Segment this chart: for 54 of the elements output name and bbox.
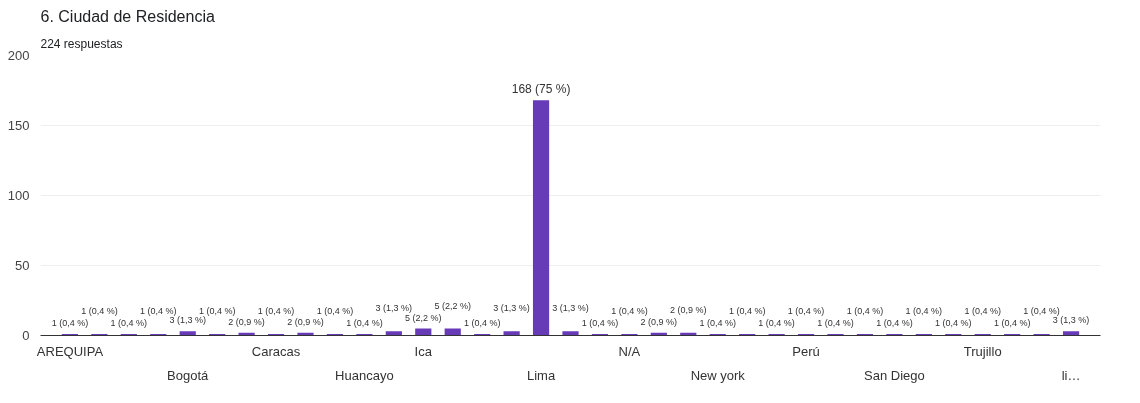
x-tick-label: Huancayo [335, 367, 394, 383]
data-label: 1 (0,4 %) [140, 306, 177, 317]
data-label: 1 (0,4 %) [198, 306, 236, 317]
data-label: 5 (2,2 %) [405, 312, 442, 323]
x-tick-label: Lima [526, 367, 556, 383]
data-label: 2 (0,9 %) [228, 316, 265, 327]
data-label: 1 (0,4 %) [257, 306, 295, 317]
x-tick-label: N/A [618, 343, 641, 359]
x-tick-label: li… [1061, 367, 1081, 383]
data-label: 1 (0,4 %) [581, 318, 619, 329]
data-label: 1 (0,4 %) [758, 318, 795, 329]
data-label: 2 (0,9 %) [640, 316, 678, 327]
data-label: 1 (0,4 %) [463, 318, 501, 329]
x-tick-label: Ica [414, 343, 433, 359]
y-tick-label: 200 [7, 48, 30, 63]
data-label: 1 (0,4 %) [346, 318, 383, 329]
chart-subtitle: 224 respuestas [40, 36, 123, 51]
y-tick-label: 100 [7, 188, 30, 203]
data-label: 1 (0,4 %) [81, 306, 118, 317]
y-tick-label: 50 [15, 258, 30, 273]
data-label: 3 (1,3 %) [1052, 315, 1090, 326]
data-label: 5 (2,2 %) [434, 300, 471, 311]
data-label: 1 (0,4 %) [964, 306, 1001, 317]
x-tick-label: Caracas [251, 343, 301, 359]
data-label: 2 (0,9 %) [287, 316, 324, 327]
data-label: 2 (0,9 %) [670, 304, 707, 315]
y-tick-label: 0 [22, 328, 30, 343]
data-label: 1 (0,4 %) [787, 306, 825, 317]
data-label: 1 (0,4 %) [993, 318, 1031, 329]
data-label: 1 (0,4 %) [876, 318, 913, 329]
data-label: 3 (1,3 %) [493, 303, 530, 314]
x-tick-label: San Diego [864, 367, 925, 383]
x-tick-label: Perú [792, 343, 820, 359]
x-tick-label: Trujillo [963, 343, 1002, 359]
data-label: 1 (0,4 %) [905, 306, 943, 317]
data-label: 1 (0,4 %) [611, 306, 648, 317]
data-label: 1 (0,4 %) [699, 318, 736, 329]
data-label: 3 (1,3 %) [552, 303, 589, 314]
data-label: 3 (1,3 %) [375, 303, 413, 314]
data-label: 168 (75 %) [511, 82, 571, 97]
x-tick-label: AREQUIPA [36, 343, 104, 359]
data-label: 1 (0,4 %) [728, 306, 766, 317]
data-label: 1 (0,4 %) [110, 318, 148, 329]
data-label: 1 (0,4 %) [935, 318, 972, 329]
data-label: 3 (1,3 %) [169, 315, 206, 326]
data-label: 1 (0,4 %) [817, 318, 854, 329]
data-label: 1 (0,4 %) [1023, 306, 1060, 317]
x-tick-label: New york [690, 367, 746, 383]
y-tick-label: 150 [7, 118, 30, 133]
x-tick-label: Bogotá [167, 367, 210, 383]
data-label: 1 (0,4 %) [51, 318, 89, 329]
chart-title: 6. Ciudad de Residencia [40, 7, 215, 25]
data-label: 1 (0,4 %) [846, 306, 884, 317]
data-label: 1 (0,4 %) [316, 306, 354, 317]
